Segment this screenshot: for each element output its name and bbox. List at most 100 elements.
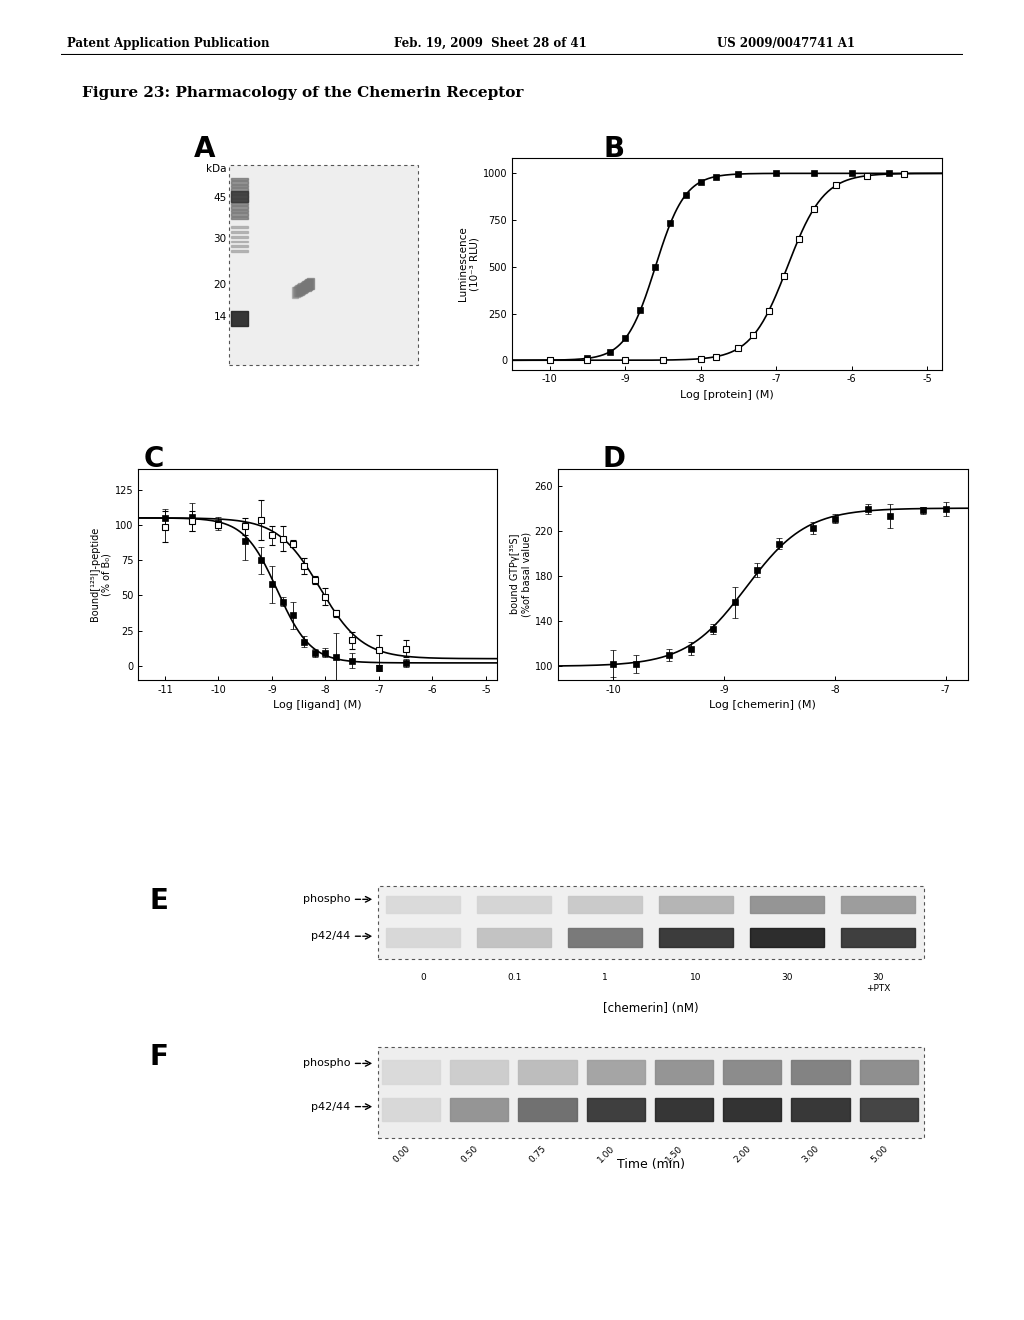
Text: 30: 30 — [781, 973, 793, 982]
Bar — [306, 279, 312, 289]
Text: Patent Application Publication: Patent Application Publication — [67, 37, 269, 50]
Bar — [230, 191, 248, 202]
Text: C: C — [143, 445, 164, 473]
Bar — [292, 288, 299, 298]
Bar — [296, 285, 303, 296]
Bar — [230, 199, 248, 202]
Bar — [230, 246, 248, 247]
Bar — [298, 284, 305, 294]
Text: 30
+PTX: 30 +PTX — [866, 973, 890, 993]
Bar — [587, 1098, 645, 1121]
Text: 20: 20 — [213, 280, 226, 289]
Bar — [301, 282, 307, 293]
Bar — [659, 896, 733, 913]
Text: p42/44: p42/44 — [311, 931, 350, 941]
Bar — [230, 195, 248, 198]
Bar — [750, 896, 824, 913]
X-axis label: Log [ligand] (M): Log [ligand] (M) — [273, 700, 361, 710]
Bar — [386, 896, 461, 913]
Bar — [230, 189, 248, 191]
Bar — [568, 896, 642, 913]
Bar — [723, 1060, 781, 1084]
Bar — [386, 928, 461, 948]
Text: 0: 0 — [421, 973, 426, 982]
Bar — [230, 185, 248, 187]
Bar — [451, 1098, 508, 1121]
Bar — [841, 928, 915, 948]
Y-axis label: bound GTPγ[³⁵S]
(%of basal value): bound GTPγ[³⁵S] (%of basal value) — [510, 532, 531, 616]
X-axis label: Log [protein] (M): Log [protein] (M) — [680, 389, 774, 400]
Bar — [230, 210, 248, 213]
Bar — [294, 286, 301, 297]
Bar — [568, 928, 642, 948]
Bar — [859, 1060, 918, 1084]
Bar — [230, 216, 248, 219]
Text: 0.00: 0.00 — [391, 1143, 412, 1164]
Bar — [230, 202, 248, 205]
Bar — [792, 1098, 850, 1121]
Bar — [230, 226, 248, 228]
Bar — [792, 1060, 850, 1084]
Text: 5.00: 5.00 — [869, 1143, 890, 1164]
Bar — [230, 249, 248, 252]
Text: 1.50: 1.50 — [665, 1143, 685, 1164]
Text: phospho: phospho — [303, 1059, 350, 1068]
Bar — [307, 279, 313, 289]
Bar — [859, 1098, 918, 1121]
Bar — [230, 231, 248, 232]
Bar — [297, 284, 304, 294]
Bar — [750, 928, 824, 948]
Bar — [299, 282, 306, 293]
Bar — [723, 1098, 781, 1121]
Text: 10: 10 — [690, 973, 701, 982]
Bar — [655, 1098, 713, 1121]
Bar — [587, 1060, 645, 1084]
Bar — [295, 285, 302, 296]
Text: US 2009/0047741 A1: US 2009/0047741 A1 — [717, 37, 855, 50]
Bar — [304, 280, 310, 290]
Text: A: A — [195, 135, 215, 162]
Bar — [230, 206, 248, 209]
Text: kDa: kDa — [206, 164, 226, 174]
Bar — [303, 281, 309, 292]
Text: 45: 45 — [213, 193, 226, 202]
Bar — [518, 1060, 577, 1084]
Bar — [230, 191, 248, 194]
X-axis label: Log [chemerin] (M): Log [chemerin] (M) — [710, 700, 816, 710]
Bar — [382, 1098, 440, 1121]
Y-axis label: Luminescence
(10⁻³ RLU): Luminescence (10⁻³ RLU) — [459, 227, 480, 301]
Text: B: B — [604, 135, 625, 162]
Bar — [477, 928, 551, 948]
Bar — [451, 1060, 508, 1084]
Bar — [302, 281, 308, 292]
Text: 1: 1 — [602, 973, 608, 982]
Text: D: D — [603, 445, 626, 473]
Text: p42/44: p42/44 — [311, 1102, 350, 1111]
Bar — [230, 312, 248, 326]
Text: 0.50: 0.50 — [460, 1143, 480, 1164]
Text: E: E — [150, 887, 168, 915]
Bar — [230, 240, 248, 243]
Bar — [477, 896, 551, 913]
Text: 3.00: 3.00 — [801, 1143, 821, 1164]
FancyBboxPatch shape — [378, 1047, 924, 1138]
Text: 0.75: 0.75 — [527, 1143, 549, 1164]
Bar — [382, 1060, 440, 1084]
Text: [chemerin] (nM): [chemerin] (nM) — [603, 1002, 698, 1015]
Text: Figure 23: Pharmacology of the Chemerin Receptor: Figure 23: Pharmacology of the Chemerin … — [82, 86, 523, 100]
Text: 1.00: 1.00 — [596, 1143, 616, 1164]
Bar — [305, 280, 311, 290]
Text: F: F — [150, 1043, 168, 1071]
Bar — [230, 181, 248, 183]
Bar — [293, 286, 300, 297]
Text: 2.00: 2.00 — [732, 1143, 753, 1164]
Text: 30: 30 — [213, 234, 226, 244]
Bar — [230, 178, 248, 181]
Bar — [230, 236, 248, 238]
FancyBboxPatch shape — [378, 886, 924, 960]
Bar — [518, 1098, 577, 1121]
Bar — [230, 214, 248, 216]
Bar — [655, 1060, 713, 1084]
Text: Feb. 19, 2009  Sheet 28 of 41: Feb. 19, 2009 Sheet 28 of 41 — [394, 37, 587, 50]
Text: 0.1: 0.1 — [507, 973, 521, 982]
